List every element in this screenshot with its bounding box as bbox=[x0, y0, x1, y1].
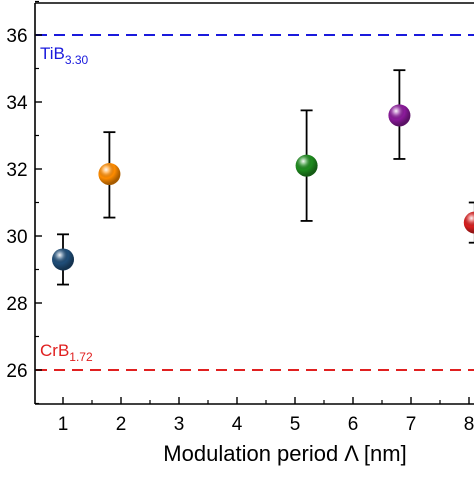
x-tick-label: 4 bbox=[232, 414, 243, 435]
x-tick-label: 5 bbox=[290, 414, 301, 435]
x-tick-label: 2 bbox=[116, 414, 127, 435]
data-point-shading bbox=[52, 248, 74, 271]
data-point-group bbox=[52, 233, 74, 286]
y-tick-label: 34 bbox=[6, 93, 28, 114]
reference-label-subscript: 1.72 bbox=[69, 350, 93, 364]
y-tick-label: 32 bbox=[6, 160, 27, 181]
y-tick-label: 36 bbox=[6, 26, 27, 47]
x-tick-label: 1 bbox=[58, 414, 69, 435]
reference-label: TiB3.30 bbox=[40, 44, 89, 67]
data-point-shading bbox=[463, 211, 474, 234]
data-point-shading bbox=[388, 104, 411, 127]
y-tick-label: 28 bbox=[6, 294, 27, 315]
x-tick-label: 7 bbox=[406, 414, 417, 435]
data-point-group bbox=[98, 131, 121, 219]
data-point-group bbox=[463, 201, 474, 244]
x-tick-label: 3 bbox=[174, 414, 185, 435]
x-tick-label: 8 bbox=[464, 414, 474, 435]
x-tick-label: 6 bbox=[348, 414, 359, 435]
reference-label-subscript: 3.30 bbox=[65, 53, 89, 67]
reference-label-main: CrB bbox=[40, 341, 69, 360]
data-point-shading bbox=[98, 163, 121, 186]
data-point-group bbox=[388, 69, 411, 160]
reference-label-main: TiB bbox=[40, 44, 65, 63]
data-point-group bbox=[295, 109, 318, 222]
y-tick-label: 26 bbox=[6, 361, 27, 382]
x-axis-title: Modulation period Λ [nm] bbox=[163, 441, 406, 466]
y-tick-label: 30 bbox=[6, 227, 27, 248]
reference-label: CrB1.72 bbox=[40, 341, 93, 364]
data-point-shading bbox=[295, 154, 318, 177]
